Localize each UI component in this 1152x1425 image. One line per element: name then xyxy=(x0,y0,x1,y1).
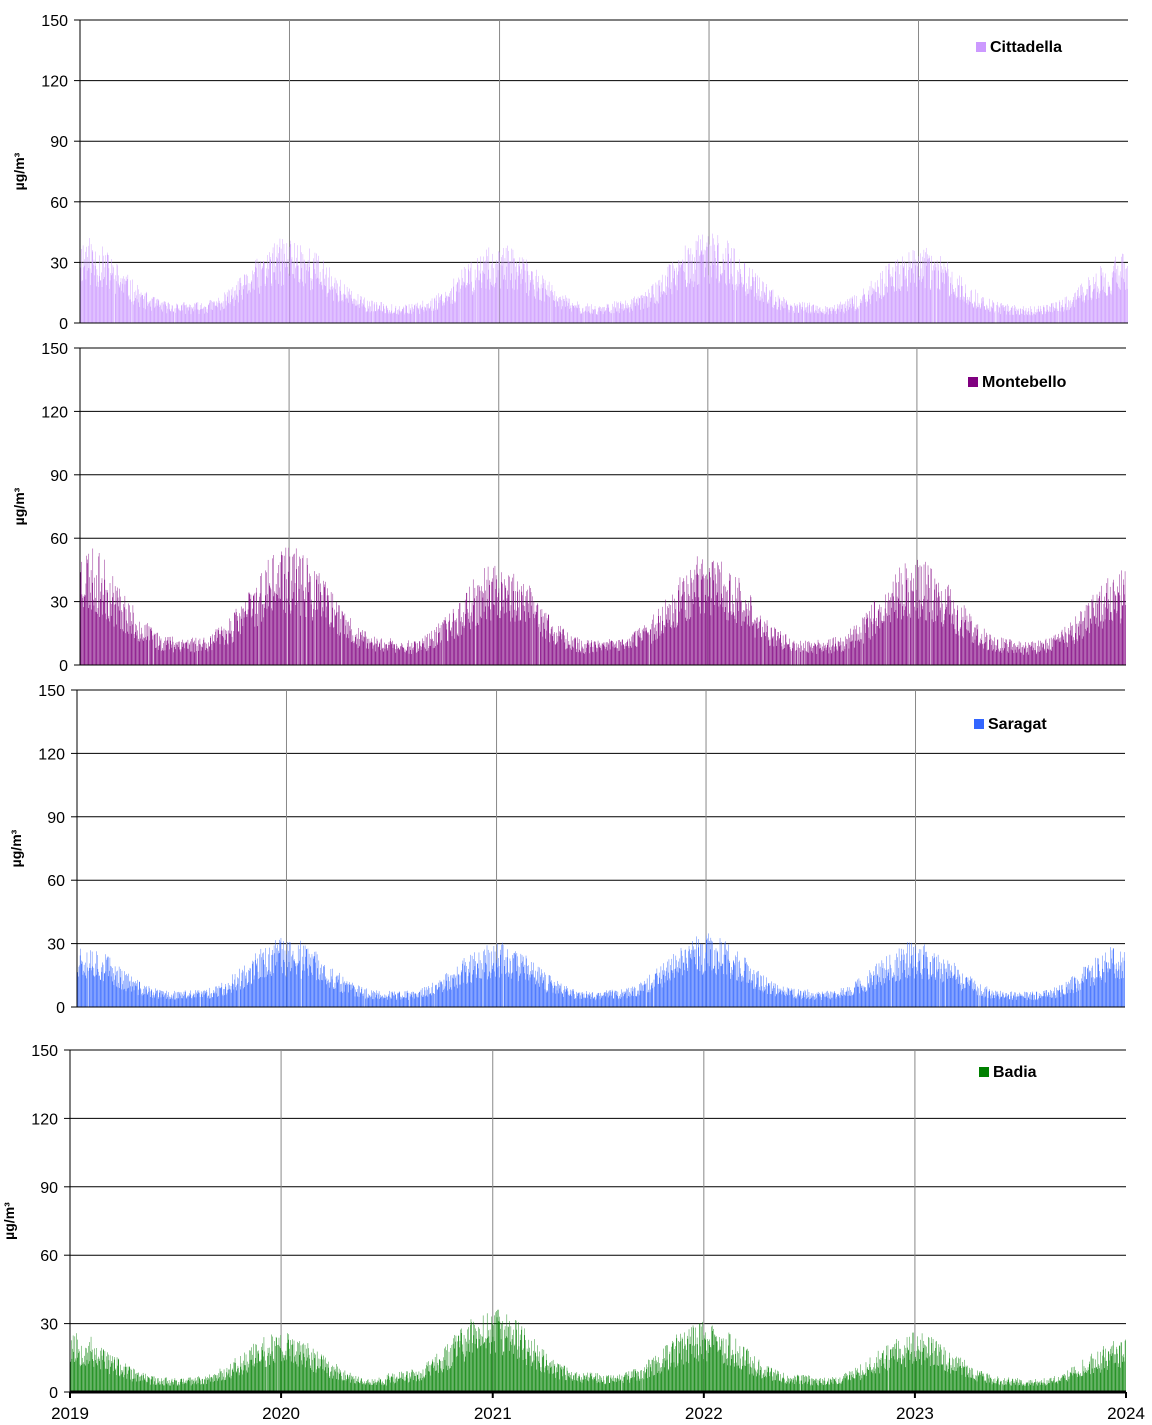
y-tick-label-0: 0 xyxy=(59,658,68,675)
y-tick-label-30: 30 xyxy=(47,937,65,954)
y-tick-label-150: 150 xyxy=(38,683,65,700)
legend-label: Montebello xyxy=(982,374,1067,391)
legend: Montebello xyxy=(968,374,1067,391)
y-tick-label-150: 150 xyxy=(41,13,68,30)
y-tick-label-90: 90 xyxy=(47,810,65,827)
bars-saragat xyxy=(77,933,1125,1007)
legend-swatch xyxy=(968,377,978,387)
y-tick-label-60: 60 xyxy=(50,531,68,548)
legend: Cittadella xyxy=(976,39,1062,56)
legend-swatch xyxy=(976,42,986,52)
y-tick-label-120: 120 xyxy=(38,746,65,763)
panel-montebello: 0 30 60 90 120 150 µg/m³ Montebello xyxy=(11,341,1126,675)
y-tick-label-0: 0 xyxy=(59,316,68,333)
y-tick-label-30: 30 xyxy=(50,255,68,272)
y-tick-label-90: 90 xyxy=(50,134,68,151)
y-tick-label-30: 30 xyxy=(50,595,68,612)
y-tick-label-90: 90 xyxy=(50,468,68,485)
panel-cittadella: 0 30 60 90 120 150 µg/m³ Cittadella xyxy=(11,13,1128,333)
y-tick-label-120: 120 xyxy=(41,404,68,421)
y-tick-label-120: 120 xyxy=(41,74,68,91)
y-axis-label: µg/m³ xyxy=(11,487,27,525)
y-tick-label-150: 150 xyxy=(41,341,68,358)
legend-label: Cittadella xyxy=(990,39,1062,56)
y-axis-label: µg/m³ xyxy=(11,152,27,190)
y-tick-label-60: 60 xyxy=(47,873,65,890)
y-tick-label-60: 60 xyxy=(50,195,68,212)
bars-montebello xyxy=(80,547,1126,665)
y-tick-label-0: 0 xyxy=(56,1000,65,1017)
bars-cittadella xyxy=(80,233,1128,323)
